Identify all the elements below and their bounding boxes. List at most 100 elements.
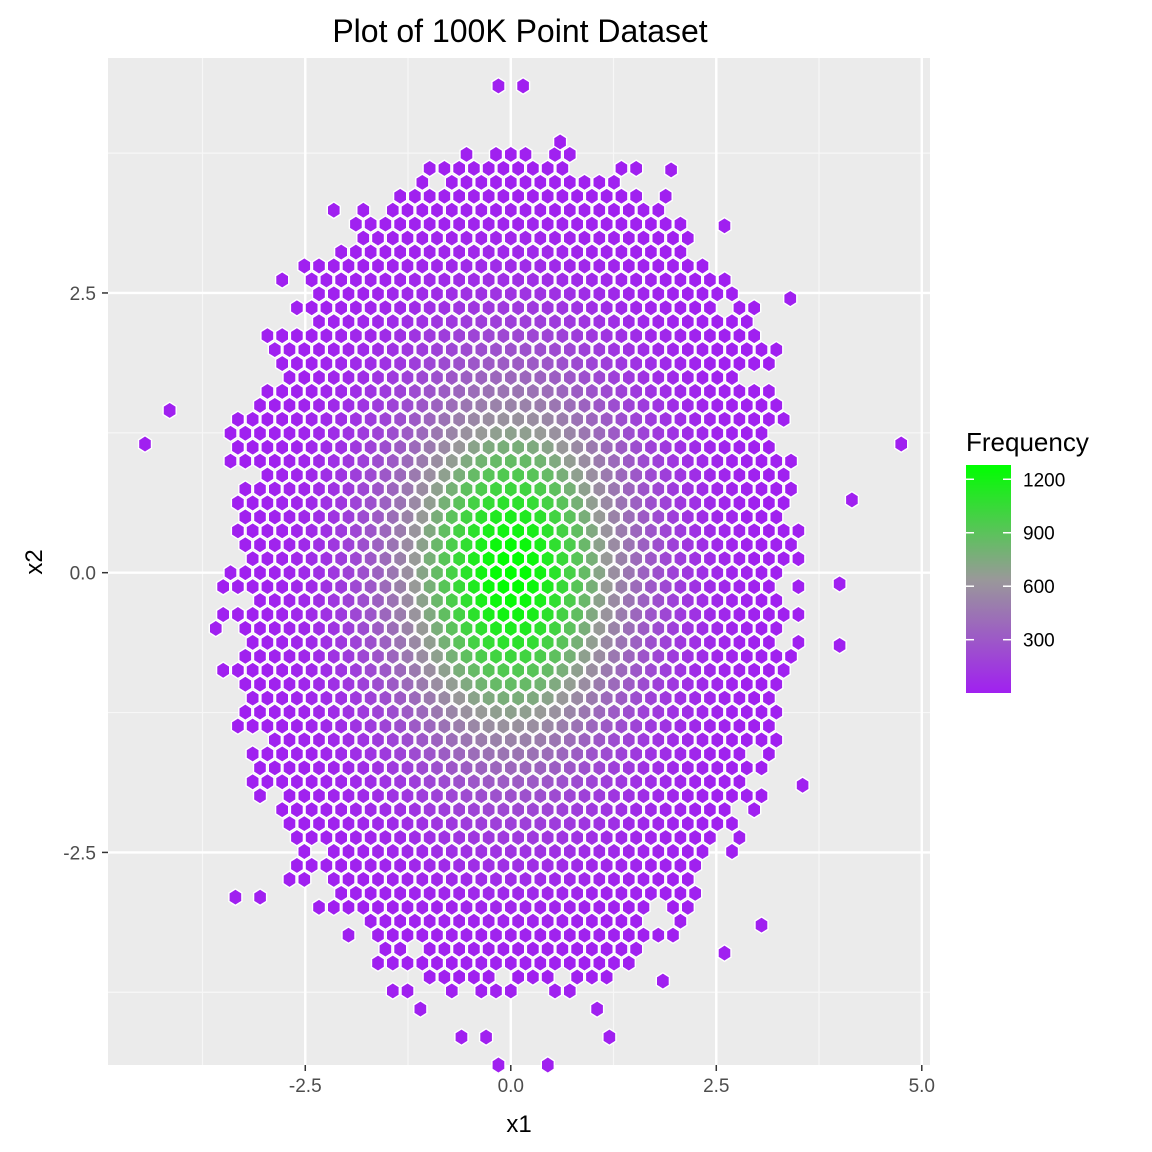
hex-bin [614, 159, 629, 178]
hex-bin [621, 842, 636, 861]
hex-bin [754, 591, 769, 610]
hex-bin [547, 228, 563, 248]
hex-bin [274, 633, 290, 652]
hex-bin [717, 326, 732, 345]
hex-bin [658, 633, 673, 652]
hex-bin [319, 689, 334, 708]
hex-bin [621, 870, 636, 889]
hex-bin [503, 814, 518, 833]
hex-bin [606, 452, 622, 471]
hex-bin [717, 800, 732, 819]
hex-bin [333, 549, 349, 568]
hex-bin [481, 270, 496, 290]
hex-bin [717, 689, 732, 708]
hex-bin [658, 577, 673, 596]
hex-bin [680, 870, 695, 889]
hex-bin [695, 563, 710, 582]
hex-bin [663, 160, 679, 180]
hex-bin [525, 967, 541, 987]
hex-bin [665, 786, 681, 805]
hex-bin [695, 619, 710, 638]
hex-bin [238, 647, 253, 666]
hex-bin [444, 535, 459, 554]
hex-bin [673, 716, 688, 736]
hex-bin [415, 396, 430, 415]
hex-bin [761, 577, 777, 596]
hex-bin [739, 619, 754, 638]
hex-bin [348, 493, 364, 513]
hex-bin [643, 689, 659, 708]
hex-bin [378, 354, 393, 373]
hex-bin [628, 633, 644, 652]
hex-bin [643, 884, 659, 903]
hex-bin [503, 507, 518, 527]
hex-bin [533, 563, 548, 582]
hex-bin [370, 898, 386, 917]
hex-bin [311, 479, 327, 499]
hex-bin [739, 786, 754, 805]
hex-bin [400, 479, 415, 499]
hex-bin [614, 577, 629, 596]
hex-bin [451, 577, 467, 596]
hex-bin [466, 912, 482, 931]
hex-bin [444, 173, 459, 192]
hex-bin [304, 410, 319, 429]
hex-bin [488, 145, 504, 164]
hex-bin [614, 326, 629, 345]
hex-bin [474, 256, 489, 276]
hex-bin [702, 382, 718, 401]
hex-bin [732, 326, 747, 345]
hex-bin [326, 842, 341, 861]
hex-bin [606, 842, 622, 861]
hex-bin [407, 187, 423, 206]
hex-bin [584, 577, 600, 596]
hex-bin [400, 730, 415, 750]
hex-bin [459, 145, 474, 164]
y-tick-label: 2.5 [70, 284, 96, 305]
hex-bin [407, 661, 423, 680]
hex-bin [651, 452, 666, 471]
hex-bin [636, 814, 651, 833]
hex-bin [643, 465, 659, 485]
hex-bin [577, 675, 592, 694]
hex-bin [710, 452, 725, 471]
hex-bin [326, 256, 341, 276]
hex-bin [577, 926, 592, 945]
hex-bin [584, 800, 600, 819]
hex-bin [319, 326, 334, 345]
hex-bin [577, 312, 592, 331]
hex-bin [540, 716, 555, 736]
hex-bin [562, 953, 577, 973]
hex-bin [252, 507, 268, 527]
hex-bin [680, 284, 695, 303]
hex-bin [525, 465, 541, 485]
hex-bin [680, 312, 695, 331]
hex-bin [503, 368, 518, 387]
hex-bin [503, 842, 518, 861]
hex-bin [614, 633, 629, 652]
hex-bin [260, 577, 275, 596]
hex-bin [437, 689, 452, 708]
hex-bin [599, 884, 614, 903]
hex-bin [319, 493, 334, 513]
hex-bin [238, 619, 253, 638]
hex-bin [230, 661, 246, 680]
hex-bin [533, 730, 548, 750]
hex-bin [606, 647, 622, 666]
hex-bin [400, 758, 415, 777]
hex-bin [385, 452, 400, 471]
hex-bin [665, 228, 681, 248]
hex-bin [658, 549, 673, 568]
hex-bin [282, 563, 297, 582]
hex-bin [687, 856, 703, 875]
hex-bin [555, 159, 570, 178]
hex-bin [717, 549, 732, 568]
hex-bin [444, 452, 459, 471]
hex-bin [348, 800, 364, 819]
hex-bin [267, 591, 282, 610]
hex-bin [466, 187, 482, 206]
hex-bin [363, 577, 378, 596]
hex-bin [592, 535, 607, 554]
hex-bin [503, 926, 518, 945]
hex-bin [267, 647, 282, 666]
